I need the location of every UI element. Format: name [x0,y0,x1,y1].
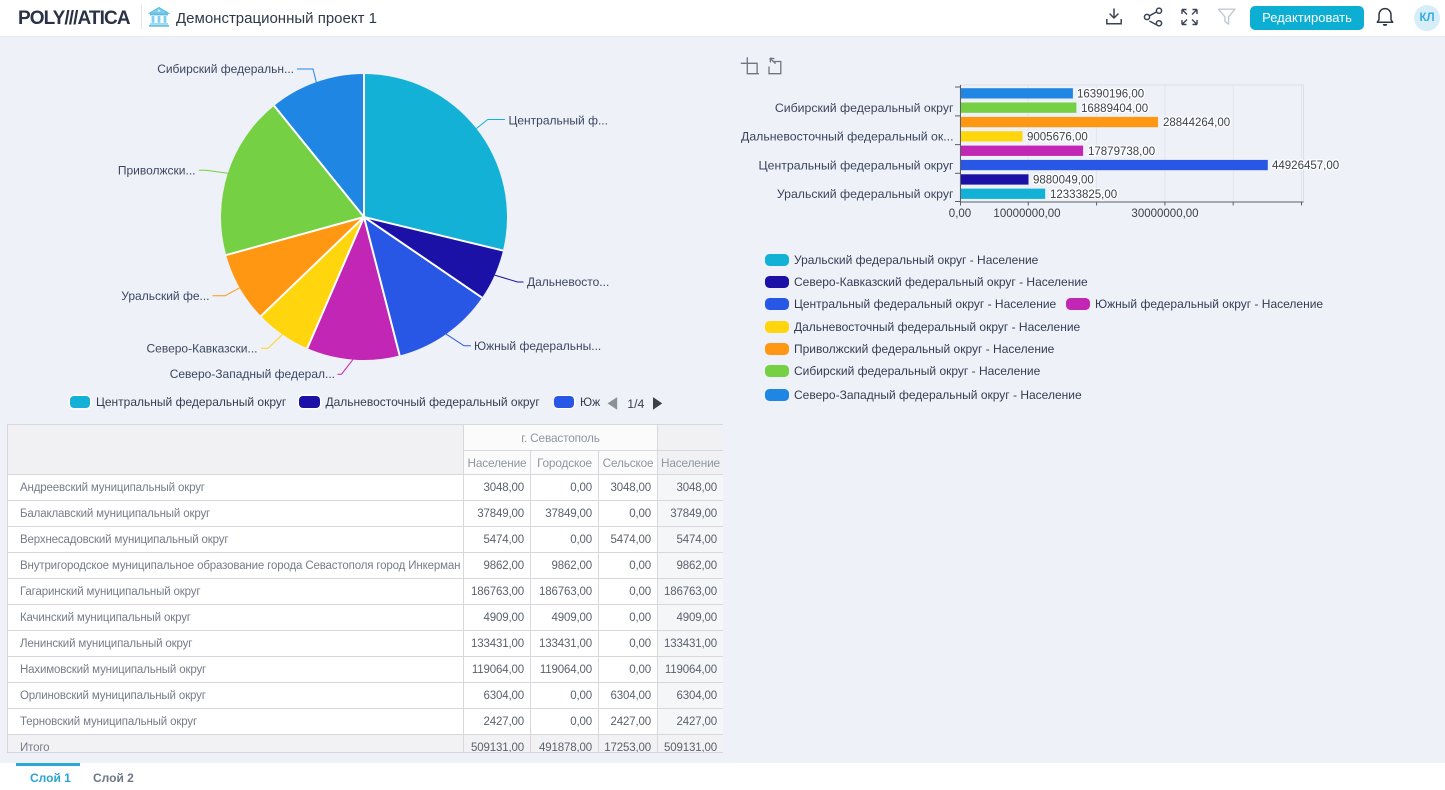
svg-text:12333825,00: 12333825,00 [1050,189,1117,201]
svg-text:Северо-Западный федерал...: Северо-Западный федерал... [170,367,335,381]
svg-text:Дальневосточный федеральный ок: Дальневосточный федеральный ок... [741,130,954,144]
svg-text:Южный федеральны...: Южный федеральны... [474,339,601,353]
svg-text:9880049,00: 9880049,00 [1033,175,1094,187]
svg-text:9005676,00: 9005676,00 [1027,132,1088,144]
svg-text:10000000,00: 10000000,00 [993,208,1060,220]
svg-text:0,00: 0,00 [949,208,971,220]
svg-text:16390196,00: 16390196,00 [1077,89,1144,101]
svg-text:Центральный федеральный округ: Центральный федеральный округ [759,158,954,172]
svg-text:Дальневосто...: Дальневосто... [527,275,609,289]
svg-text:Приволжски...: Приволжски... [118,163,196,177]
svg-text:1/4: 1/4 [627,397,644,411]
svg-text:17879738,00: 17879738,00 [1088,146,1155,158]
svg-text:Сибирский федеральн...: Сибирский федеральн... [157,62,294,76]
svg-text:Центральный ф...: Центральный ф... [509,114,608,128]
svg-text:Уральский фе...: Уральский фе... [121,289,209,303]
svg-text:Северо-Кавказски...: Северо-Кавказски... [146,341,257,355]
svg-text:Сибирский федеральный округ: Сибирский федеральный округ [775,101,954,115]
svg-text:Уральский федеральный округ: Уральский федеральный округ [777,187,954,201]
svg-text:28844264,00: 28844264,00 [1163,117,1230,129]
svg-text:16889404,00: 16889404,00 [1081,103,1148,115]
svg-text:30000000,00: 30000000,00 [1131,208,1198,220]
svg-text:44926457,00: 44926457,00 [1272,160,1339,172]
